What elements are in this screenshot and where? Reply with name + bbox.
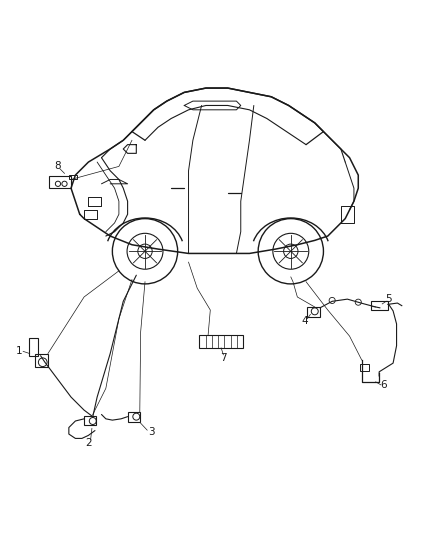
Bar bbox=[29, 338, 39, 356]
Bar bbox=[371, 301, 388, 310]
Bar bbox=[84, 416, 96, 425]
Text: 3: 3 bbox=[148, 427, 155, 437]
Bar bbox=[35, 354, 48, 367]
Bar bbox=[360, 364, 369, 371]
Text: 4: 4 bbox=[302, 317, 308, 326]
Text: 8: 8 bbox=[55, 161, 61, 172]
Bar bbox=[49, 176, 71, 188]
Text: 5: 5 bbox=[385, 294, 392, 304]
Bar bbox=[307, 307, 320, 317]
Text: 6: 6 bbox=[380, 380, 387, 390]
Text: 1: 1 bbox=[15, 346, 22, 357]
Bar bbox=[127, 413, 140, 422]
Bar bbox=[199, 335, 243, 348]
Text: 2: 2 bbox=[85, 438, 92, 448]
Bar bbox=[69, 175, 77, 180]
Text: 7: 7 bbox=[220, 353, 226, 363]
